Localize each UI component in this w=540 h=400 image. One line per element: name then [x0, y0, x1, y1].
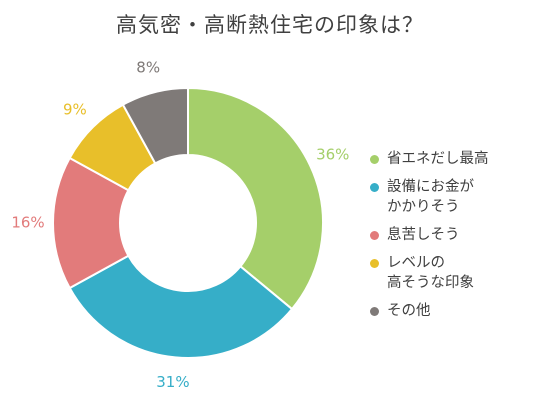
- legend-label: 設備にお金が かかりそう: [387, 179, 474, 215]
- donut-slice-5: [121, 86, 189, 165]
- legend-swatch: [370, 307, 379, 316]
- slice-value-label-1: 36%: [316, 145, 349, 163]
- legend-item-5: その他: [368, 301, 538, 321]
- legend-item-3: 息苦しそう: [368, 225, 538, 245]
- slice-value-label-5: 8%: [136, 59, 160, 77]
- donut-slice-1: [187, 86, 324, 311]
- legend-swatch: [370, 183, 379, 192]
- legend-item-4: レベルの 高そうな印象: [368, 253, 538, 293]
- legend-item-2: 設備にお金が かかりそう: [368, 177, 538, 217]
- legend-item-1: 省エネだし最高: [368, 149, 538, 169]
- legend-label: その他: [387, 303, 431, 319]
- legend-swatch: [370, 155, 379, 164]
- slice-value-label-4: 9%: [63, 100, 87, 118]
- legend-swatch: [370, 259, 379, 268]
- legend-swatch: [370, 231, 379, 240]
- donut-slice-3: [52, 156, 130, 290]
- legend-label: レベルの 高そうな印象: [387, 255, 474, 291]
- legend-label: 省エネだし最高: [387, 151, 489, 167]
- slice-value-label-2: 31%: [156, 373, 189, 391]
- legend-label: 息苦しそう: [387, 227, 460, 243]
- slice-value-label-3: 16%: [11, 214, 44, 232]
- legend: 省エネだし最高設備にお金が かかりそう息苦しそうレベルの 高そうな印象その他: [368, 149, 538, 329]
- chart-title: 高気密・高断熱住宅の印象は？: [116, 13, 424, 37]
- donut-slice-2: [68, 254, 294, 359]
